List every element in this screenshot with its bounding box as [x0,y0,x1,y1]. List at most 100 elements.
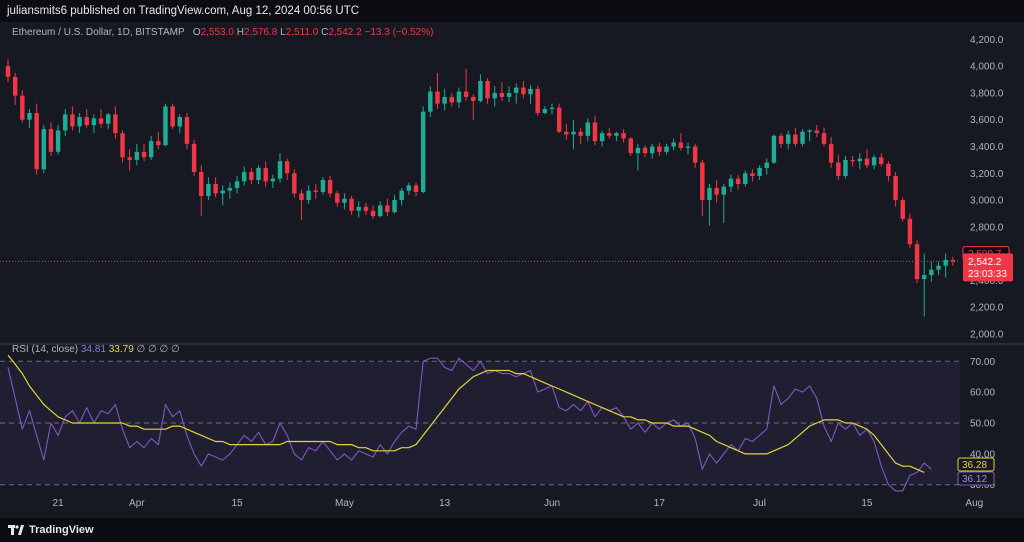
candle-body [521,87,526,95]
rsi-ma-axis-box [957,457,995,472]
candlestick-chart[interactable]: 4,200.0 4,000.0 3,800.0 3,600.0 3,400.0 3,200… [0,22,1024,518]
candle-body [41,129,47,170]
candles [5,59,956,317]
high-label: H [236,27,244,38]
candle-body [220,190,225,194]
time-tick-label: 13 [439,498,451,509]
candle-body [134,151,140,160]
candle-body [821,133,827,144]
candle-body [463,91,469,97]
candle-body [399,190,404,201]
candle-body [721,186,727,195]
candle-body [349,198,354,211]
low-label: L [280,27,286,38]
rsi-line [7,357,932,492]
candle-body [864,158,870,166]
candle-body [48,129,54,152]
candle-body [857,158,863,162]
candle-body [685,146,691,148]
candle-body [370,210,376,217]
candle-body [785,134,791,144]
candle-body [836,162,841,176]
price-tick-label: 4,200.0 [970,35,1004,46]
candle-body [950,259,956,262]
candle-body [635,147,641,154]
candle-body [191,143,197,172]
candle-body [320,179,326,193]
candle-body [485,80,490,99]
candle-body [20,95,25,120]
candle-body [735,178,741,184]
candle-body [256,167,261,180]
time-tick-label: Jun [544,498,560,509]
last-price-label: 2,542.2 [968,257,1002,268]
low-value: 2,511.0 [285,27,319,38]
tradingview-logo[interactable]: TradingView [8,524,94,536]
candle-body [392,200,397,213]
candle-body [148,141,154,158]
candle-body [5,66,11,77]
candle-body [621,133,626,139]
open-value: 2,553.0 [200,27,234,38]
rsi-axis-label: 36.12 [962,474,987,485]
rsi-tick-label: 40.00 [970,449,995,460]
rsi-ma-value: 33.79 [108,344,134,355]
candle-body [535,88,540,114]
candle-body [800,131,805,144]
candle-body [793,134,798,144]
symbol-legend: Ethereum / U.S. Dollar, 1D, BITSTAMP O2,… [12,27,433,38]
candle-body [156,141,161,146]
time-tick-label: Apr [129,498,145,509]
rsi-legend: RSI (14, close) 34.81 33.79 ∅ ∅ ∅ ∅ [12,344,180,355]
symbol-name: Ethereum / U.S. Dollar, 1D, BITSTAMP [12,27,185,38]
rsi-tick-label: 50.00 [970,419,995,430]
candle-body [127,157,132,160]
candle-body [807,130,812,132]
candle-body [528,88,533,95]
candle-body [241,171,247,182]
candle-body [843,159,848,176]
candle-body [764,162,769,168]
candle-body [206,184,211,197]
time-tick-label: Jul [753,498,766,509]
rsi-value: 34.81 [80,344,106,355]
candle-body [943,259,948,266]
candle-body [649,146,655,154]
chart-panel [0,22,1024,518]
candle-body [435,91,440,104]
candle-body [871,157,877,166]
candle-body [879,157,884,164]
candle-body [98,118,104,124]
candle-body [34,113,39,170]
candle-body [170,106,175,127]
candle-body [163,106,168,146]
candle-body [335,193,340,203]
bottom-bar: TradingView [0,518,1024,542]
candle-body [599,133,605,142]
candle-body [356,206,361,211]
tradingview-logo-icon [8,524,24,535]
candle-body [678,142,684,148]
candle-body [921,275,927,280]
candle-body [914,244,920,280]
candle-body [177,117,183,127]
candle-body [292,173,297,194]
price-tick-label: 2,200.0 [970,303,1004,314]
candle-body [607,133,612,136]
price-tick-label: 2,400.0 [970,276,1004,287]
candle-body [542,109,548,114]
candle-body [12,76,18,96]
candle-body [664,146,669,152]
candle-body [492,92,497,99]
candle-body [592,122,598,142]
candle-body [707,188,712,201]
candle-body [549,107,555,110]
candle-body [263,167,268,182]
candle-body [456,91,462,103]
candle-body [184,117,190,144]
change-value: −13.3 (−0.52%) [364,27,434,38]
candle-body [478,80,483,101]
candle-body [413,185,419,193]
candle-body [513,87,519,93]
time-tick-label: 15 [861,498,873,509]
